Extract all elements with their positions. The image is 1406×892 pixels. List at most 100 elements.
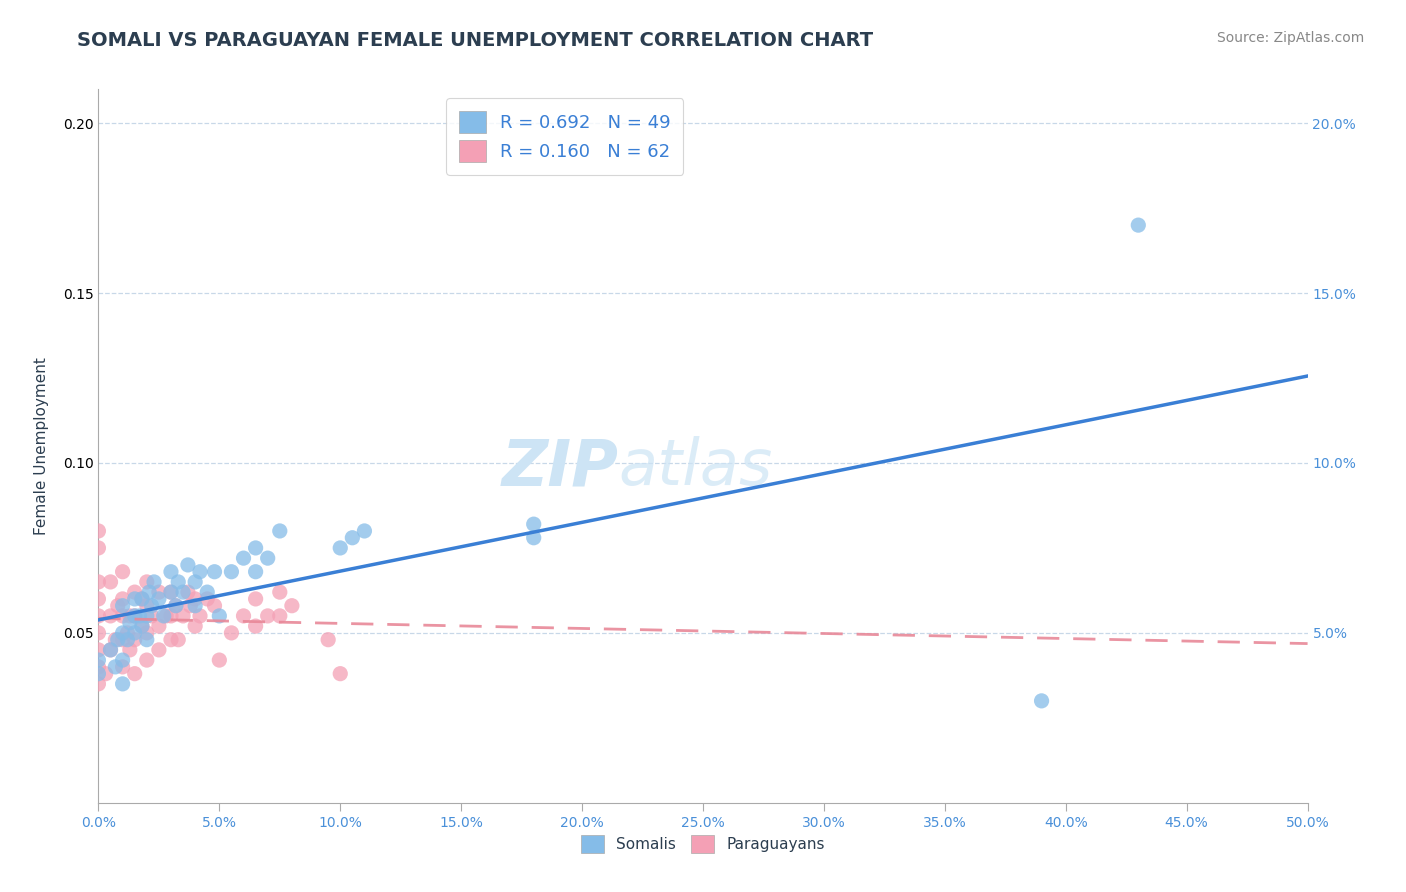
Point bbox=[160, 632, 183, 647]
Point bbox=[165, 599, 187, 613]
Point bbox=[128, 608, 150, 623]
Point bbox=[204, 565, 226, 579]
Point bbox=[160, 608, 183, 623]
Text: Source: ZipAtlas.com: Source: ZipAtlas.com bbox=[1216, 31, 1364, 45]
Point bbox=[269, 585, 291, 599]
Point bbox=[111, 591, 134, 606]
Point bbox=[148, 619, 170, 633]
Point bbox=[135, 574, 157, 589]
Point bbox=[124, 585, 146, 599]
Point bbox=[152, 608, 174, 623]
Point bbox=[245, 565, 267, 579]
Point bbox=[135, 608, 157, 623]
Point bbox=[221, 565, 243, 579]
Point bbox=[1128, 218, 1150, 232]
Point bbox=[111, 677, 134, 691]
Point bbox=[353, 524, 375, 538]
Point bbox=[87, 666, 110, 681]
Point bbox=[184, 599, 207, 613]
Point bbox=[118, 643, 141, 657]
Point bbox=[87, 643, 110, 657]
Point bbox=[329, 541, 352, 555]
Text: ZIP: ZIP bbox=[502, 436, 619, 499]
Point bbox=[160, 565, 183, 579]
Point bbox=[269, 608, 291, 623]
Point bbox=[165, 599, 187, 613]
Point bbox=[245, 541, 267, 555]
Point bbox=[148, 643, 170, 657]
Point bbox=[160, 585, 183, 599]
Point bbox=[111, 599, 134, 613]
Point bbox=[232, 551, 254, 566]
Point bbox=[329, 666, 352, 681]
Point bbox=[256, 551, 278, 566]
Point bbox=[342, 531, 364, 545]
Point bbox=[160, 585, 183, 599]
Point bbox=[87, 524, 110, 538]
Point bbox=[107, 632, 129, 647]
Point bbox=[172, 608, 194, 623]
Point bbox=[87, 574, 110, 589]
Point bbox=[104, 660, 127, 674]
Point bbox=[155, 608, 177, 623]
Point bbox=[117, 632, 139, 647]
Point bbox=[124, 632, 146, 647]
Point bbox=[148, 585, 170, 599]
Point bbox=[87, 591, 110, 606]
Point bbox=[188, 608, 211, 623]
Point bbox=[124, 666, 146, 681]
Point bbox=[131, 591, 153, 606]
Point bbox=[87, 677, 110, 691]
Point bbox=[111, 565, 134, 579]
Point bbox=[179, 599, 201, 613]
Point bbox=[118, 608, 141, 623]
Point bbox=[87, 626, 110, 640]
Point bbox=[135, 653, 157, 667]
Point bbox=[245, 619, 267, 633]
Point bbox=[177, 558, 200, 572]
Point bbox=[204, 599, 226, 613]
Point bbox=[269, 524, 291, 538]
Point bbox=[188, 565, 211, 579]
Point bbox=[131, 619, 153, 633]
Point bbox=[195, 585, 218, 599]
Point bbox=[111, 653, 134, 667]
Point bbox=[111, 660, 134, 674]
Point bbox=[135, 626, 157, 640]
Point bbox=[104, 632, 127, 647]
Point bbox=[143, 574, 166, 589]
Point bbox=[138, 585, 160, 599]
Point bbox=[100, 608, 122, 623]
Point bbox=[167, 574, 190, 589]
Y-axis label: Female Unemployment: Female Unemployment bbox=[34, 357, 49, 535]
Point bbox=[94, 666, 117, 681]
Point bbox=[124, 608, 146, 623]
Text: SOMALI VS PARAGUAYAN FEMALE UNEMPLOYMENT CORRELATION CHART: SOMALI VS PARAGUAYAN FEMALE UNEMPLOYMENT… bbox=[77, 31, 873, 50]
Text: atlas: atlas bbox=[619, 436, 773, 499]
Point bbox=[87, 541, 110, 555]
Point bbox=[523, 517, 546, 532]
Point bbox=[111, 632, 134, 647]
Point bbox=[208, 608, 231, 623]
Point bbox=[177, 585, 200, 599]
Legend: Somalis, Paraguayans: Somalis, Paraguayans bbox=[575, 829, 831, 859]
Point bbox=[523, 531, 546, 545]
Point bbox=[124, 626, 146, 640]
Point bbox=[208, 653, 231, 667]
Point bbox=[232, 608, 254, 623]
Point bbox=[141, 599, 163, 613]
Point bbox=[245, 591, 267, 606]
Point bbox=[111, 626, 134, 640]
Point bbox=[87, 608, 110, 623]
Point bbox=[221, 626, 243, 640]
Point bbox=[184, 574, 207, 589]
Point bbox=[195, 591, 218, 606]
Point bbox=[107, 599, 129, 613]
Point bbox=[131, 591, 153, 606]
Point bbox=[281, 599, 304, 613]
Point bbox=[184, 619, 207, 633]
Point bbox=[100, 643, 122, 657]
Point bbox=[141, 608, 163, 623]
Point bbox=[316, 632, 339, 647]
Point bbox=[172, 585, 194, 599]
